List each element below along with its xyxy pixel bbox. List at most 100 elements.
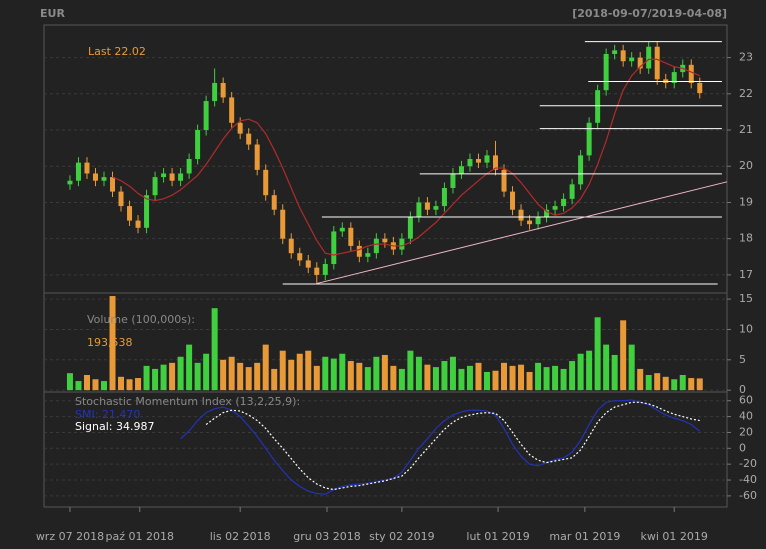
candle-body <box>288 238 294 254</box>
volume-bar <box>679 374 686 391</box>
volume-bar <box>501 362 508 391</box>
y-tick-label: 10 <box>739 322 753 335</box>
candle-body <box>475 159 481 163</box>
x-tick-label: paź 01 2018 <box>106 530 174 543</box>
date-range: [2018-09-07/2019-04-08] <box>572 7 727 20</box>
candle-body <box>688 64 694 83</box>
candle-body <box>314 267 320 275</box>
volume-bar <box>611 354 618 391</box>
volume-bar <box>152 368 159 391</box>
volume-bar <box>594 317 601 391</box>
candle-body <box>144 195 150 228</box>
candle-body <box>586 122 592 156</box>
candle-body <box>92 173 98 181</box>
candle-body <box>595 90 601 123</box>
volume-bar <box>118 376 125 391</box>
x-tick-label: gru 03 2018 <box>293 530 360 543</box>
candle-body <box>161 173 167 178</box>
volume-bar <box>415 356 422 391</box>
volume-bar <box>228 356 235 391</box>
candle-body <box>84 162 90 174</box>
volume-bar <box>407 350 414 391</box>
y-tick-label: 20 <box>739 425 753 438</box>
volume-bar <box>645 374 652 391</box>
candle-body <box>263 169 269 196</box>
candle-body <box>365 253 371 257</box>
y-tick-label: 40 <box>739 410 753 423</box>
chart-title: EUR <box>40 7 65 20</box>
candle-body <box>322 264 328 275</box>
y-tick-label: 5 <box>739 353 746 366</box>
volume-bar <box>569 361 576 391</box>
candle-body <box>544 209 550 217</box>
candle-body <box>518 209 524 221</box>
volume-bar <box>177 356 184 391</box>
line <box>112 58 700 256</box>
y-tick-label: -60 <box>739 489 757 502</box>
volume-bar <box>577 353 584 391</box>
y-tick-label: 15 <box>739 292 753 305</box>
candle-body <box>67 180 73 185</box>
candle-body <box>629 57 635 62</box>
volume-bar <box>305 350 312 391</box>
volume-bar <box>288 359 295 391</box>
candle-body <box>348 227 354 246</box>
y-tick-label: 18 <box>739 232 753 245</box>
y-tick-label: 19 <box>739 195 753 208</box>
y-tick-label: 0 <box>739 383 746 396</box>
y-tick-label: 22 <box>739 87 753 100</box>
volume-bar <box>245 367 252 391</box>
panel-title: Stochastic Momentum Index (13,2,25,9): <box>75 395 300 408</box>
y-tick-label: 21 <box>739 123 753 136</box>
candle-body <box>578 155 584 185</box>
candle-body <box>458 166 464 174</box>
candle-body <box>382 238 388 243</box>
candle-body <box>110 177 116 192</box>
volume-bar <box>262 344 269 391</box>
volume-bar <box>254 362 261 391</box>
candle-body <box>399 238 405 250</box>
candle-body <box>493 155 499 170</box>
volume-bar <box>696 378 703 391</box>
candle-body <box>297 253 303 261</box>
volume-bar <box>475 362 482 391</box>
x-tick-label: sty 02 2019 <box>369 530 435 543</box>
x-tick-label: wrz 07 2018 <box>36 530 104 543</box>
volume-bar <box>169 362 176 391</box>
candle-body <box>407 216 413 239</box>
volume-bar <box>432 367 439 391</box>
y-tick-label: -20 <box>739 457 757 470</box>
candle-body <box>441 187 447 207</box>
candle-body <box>331 231 337 265</box>
volume-bar <box>347 361 354 391</box>
candle-body <box>569 184 575 199</box>
last-price: Last 22.02 <box>88 45 146 58</box>
volume-bar <box>271 368 278 391</box>
candle-body <box>305 260 311 268</box>
candle-body <box>484 155 490 163</box>
candle-body <box>552 206 558 210</box>
candle-body <box>127 206 133 221</box>
candle-body <box>237 122 243 134</box>
volume-bar <box>586 350 593 391</box>
volume-bar <box>109 296 116 391</box>
volume-bar <box>603 344 610 391</box>
volume-bar <box>441 361 448 391</box>
candle-body <box>535 216 541 225</box>
candle-body <box>450 173 456 188</box>
candle-body <box>212 82 218 102</box>
candle-body <box>637 57 643 69</box>
volume-bar <box>83 374 90 391</box>
volume-bar <box>654 373 661 391</box>
y-tick-label: -40 <box>739 473 757 486</box>
last-volume: 193,538 <box>87 336 133 349</box>
volume-bar <box>424 364 431 391</box>
volume-bar <box>75 381 82 391</box>
x-tick-label: mar 01 2019 <box>549 530 620 543</box>
volume-bar <box>322 356 329 391</box>
legend-entry: SMI: 21.470 <box>75 408 140 421</box>
y-tick-label: 0 <box>739 441 746 454</box>
volume-bar <box>101 381 108 391</box>
candle-body <box>510 191 516 210</box>
